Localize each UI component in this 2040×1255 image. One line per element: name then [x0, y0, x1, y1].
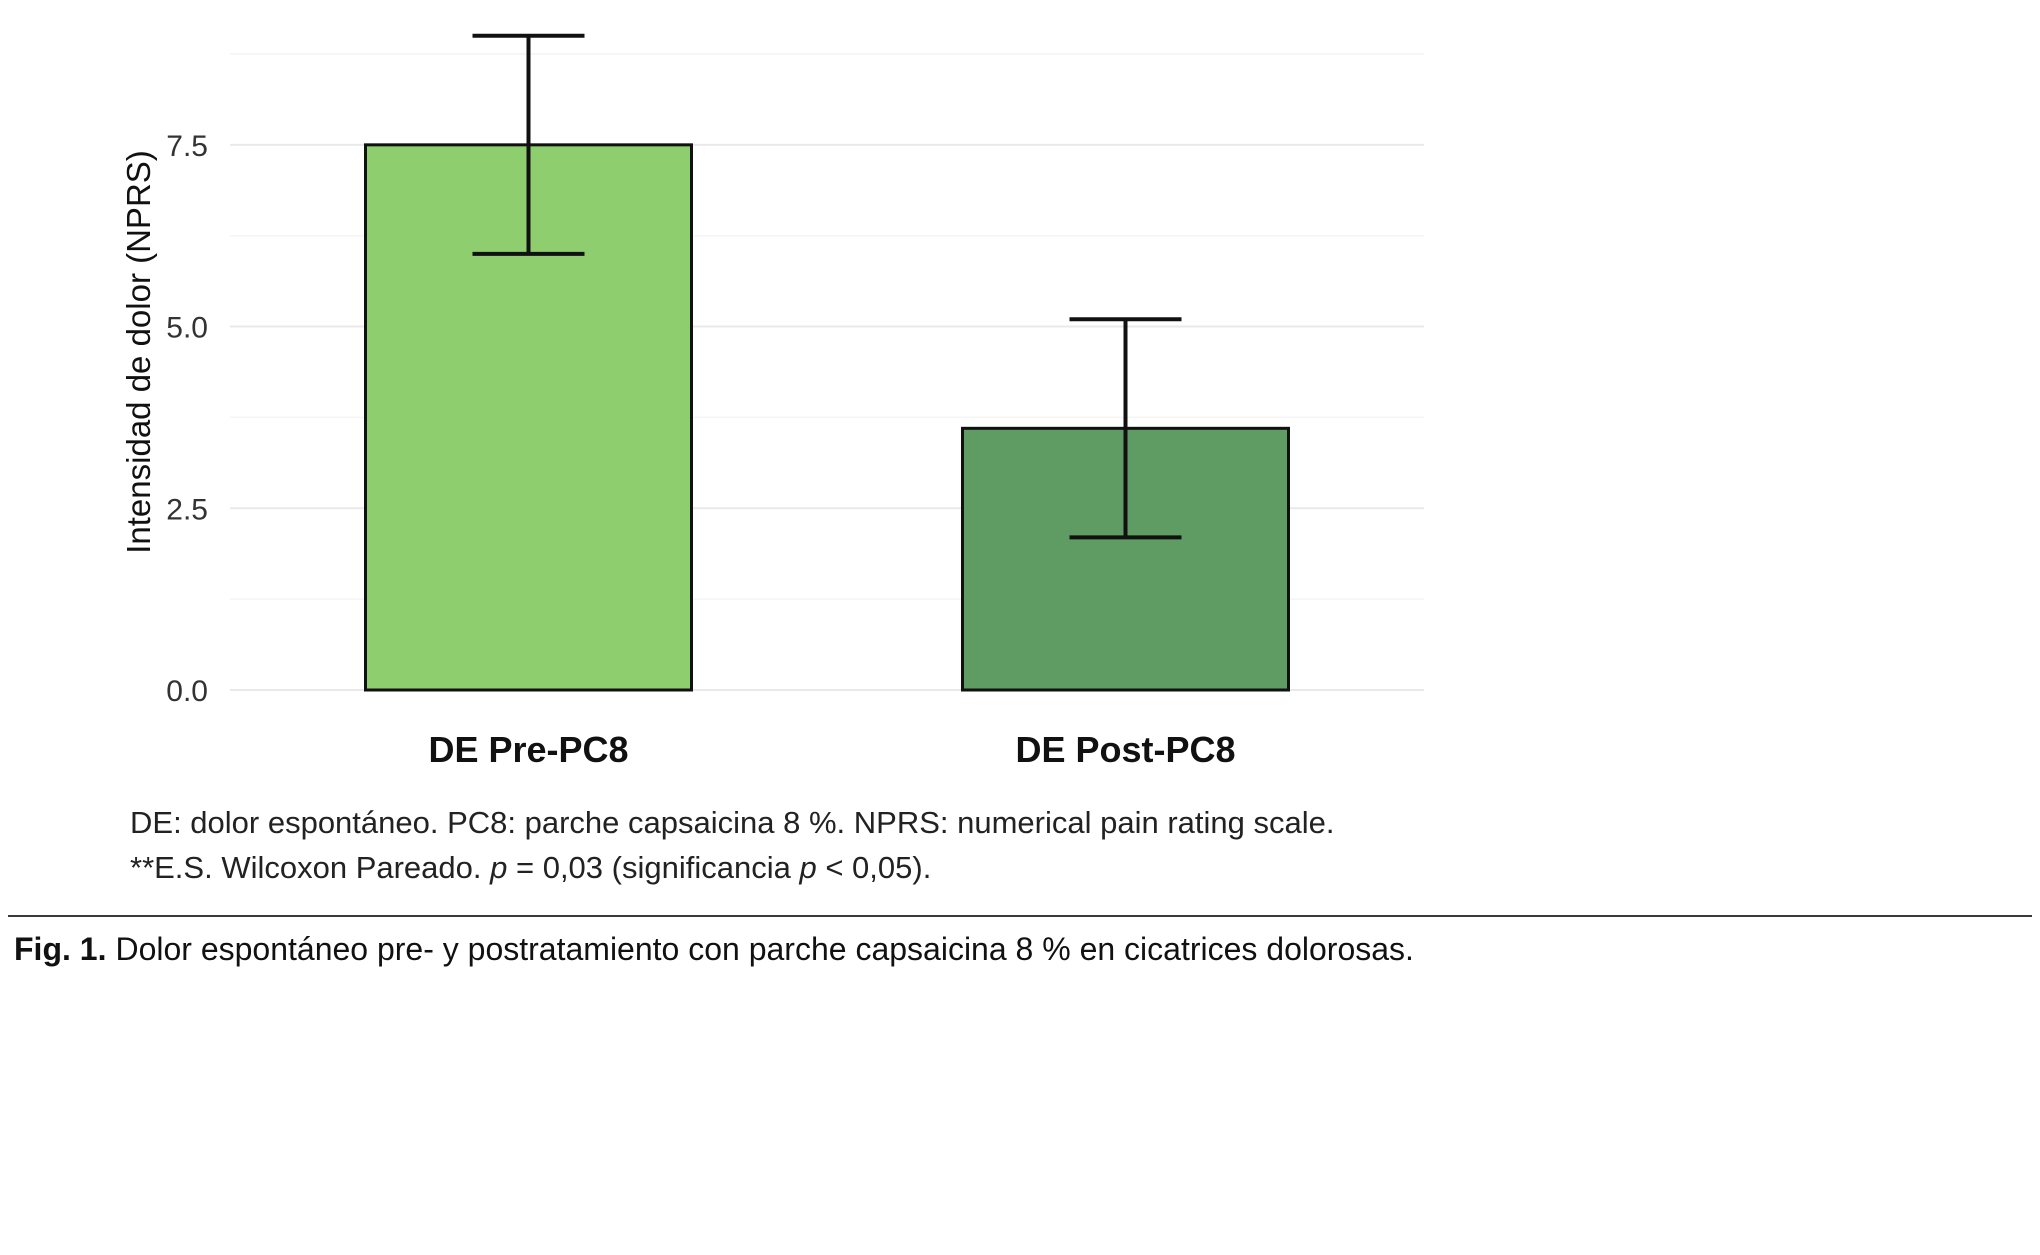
y-tick-label: 0.0 — [166, 675, 208, 708]
note-line-2-segment: **E.S. Wilcoxon Pareado. — [130, 850, 491, 885]
figure-notes: DE: dolor espontáneo. PC8: parche capsai… — [130, 800, 1334, 890]
figure-caption-text: Dolor espontáneo pre- y postratamiento c… — [115, 931, 1414, 967]
note-line-2-segment: = 0,03 (significancia — [507, 850, 800, 885]
category-label-de-pre-pc8: DE Pre-PC8 — [428, 729, 628, 770]
note-line-2-segment: < 0,05). — [816, 850, 932, 885]
note-line-1: DE: dolor espontáneo. PC8: parche capsai… — [130, 805, 1335, 840]
category-label-de-post-pc8: DE Post-PC8 — [1015, 729, 1235, 770]
note-line-2-segment: p — [799, 850, 817, 885]
figure-divider — [8, 915, 2032, 917]
note-line-2: **E.S. Wilcoxon Pareado. p = 0,03 (signi… — [130, 845, 1334, 890]
figure-caption-label: Fig. 1. — [14, 931, 107, 967]
pain-intensity-bar-chart: 0.0 2.5 5.0 7.5 Intensidad de dolor (NPRS) DE… — [120, 33, 1424, 770]
y-tick-label: 7.5 — [166, 130, 208, 163]
figure-caption: Fig. 1. Dolor espontáneo pre- y postratam… — [14, 931, 1414, 968]
y-tick-label: 5.0 — [166, 312, 208, 345]
note-line-2-segment: p — [490, 850, 508, 885]
y-axis-label: Intensidad de dolor (NPRS) — [120, 150, 157, 554]
y-tick-label: 2.5 — [166, 493, 208, 526]
